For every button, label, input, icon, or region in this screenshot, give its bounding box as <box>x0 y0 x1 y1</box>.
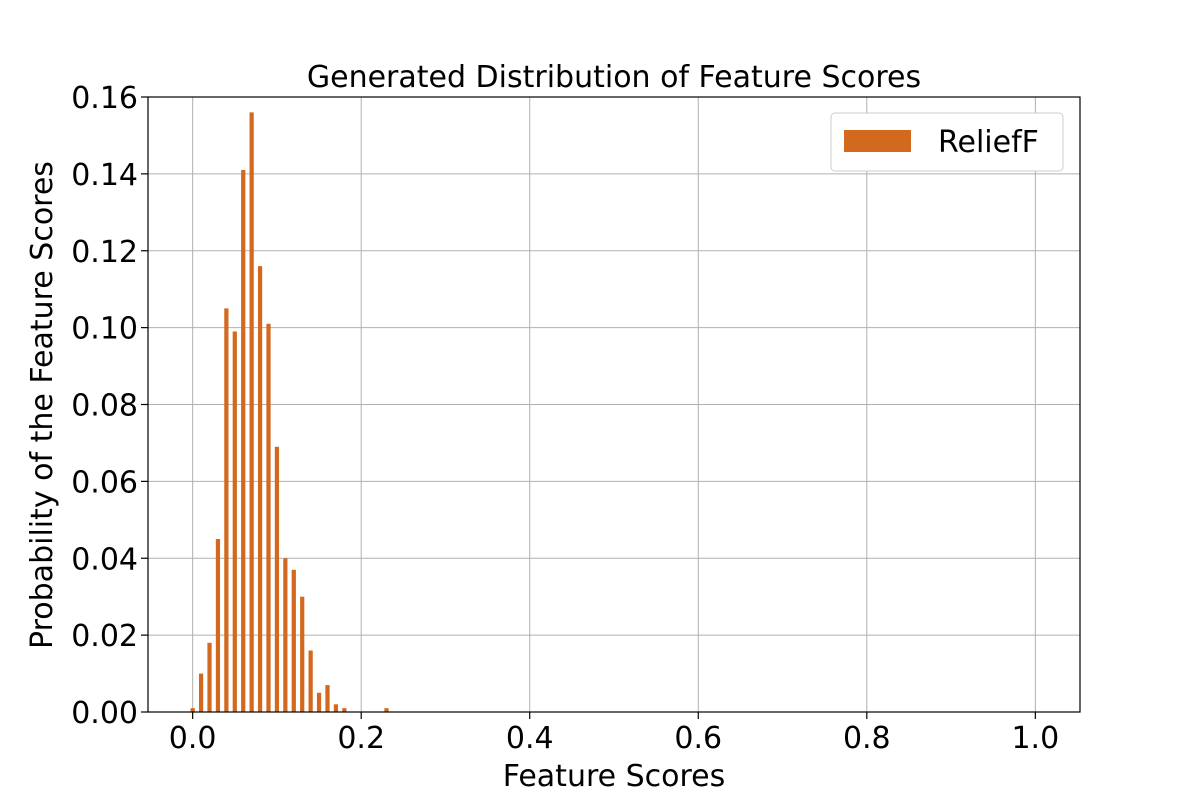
y-tick-label: 0.06 <box>71 465 138 500</box>
bar <box>308 650 313 712</box>
bar <box>207 642 212 712</box>
y-axis-ticks: 0.00 0.02 0.04 0.06 0.08 0.10 0.12 0.14 0.16 <box>71 81 148 731</box>
x-tick-label: 0.8 <box>843 721 891 756</box>
bar <box>249 112 254 712</box>
bar <box>274 446 280 712</box>
bars <box>190 112 389 712</box>
bar <box>224 308 229 712</box>
y-tick-label: 0.04 <box>71 542 138 577</box>
bar <box>325 685 330 712</box>
x-tick-label: 0.6 <box>674 721 722 756</box>
bar <box>215 539 221 712</box>
x-axis-label: Feature Scores <box>503 759 726 794</box>
y-tick-label: 0.12 <box>71 235 138 270</box>
grid-lines <box>148 96 1080 713</box>
y-tick-label: 0.16 <box>71 81 138 116</box>
x-tick-label: 0.2 <box>337 721 385 756</box>
legend-label-relieff: ReliefF <box>938 125 1039 160</box>
bar <box>266 323 271 712</box>
y-tick-label: 0.14 <box>71 158 138 193</box>
x-tick-label: 1.0 <box>1011 721 1059 756</box>
legend-frame <box>830 112 1064 172</box>
bar <box>316 692 322 712</box>
bar <box>384 708 389 712</box>
bar <box>241 170 246 712</box>
bar <box>342 708 347 712</box>
y-tick-label: 0.00 <box>71 696 138 731</box>
legend-swatch-relieff <box>844 130 911 152</box>
bar <box>232 331 237 712</box>
bar <box>333 704 339 712</box>
y-tick-label: 0.10 <box>71 312 138 347</box>
legend: ReliefF <box>830 112 1064 172</box>
y-tick-label: 0.02 <box>71 619 138 654</box>
chart-title: Generated Distribution of Feature Scores <box>307 60 921 95</box>
bar <box>257 266 263 712</box>
y-tick-label: 0.08 <box>71 389 138 424</box>
bar <box>198 673 204 712</box>
bar <box>300 596 305 712</box>
x-tick-label: 0.4 <box>506 721 554 756</box>
bar <box>291 569 296 712</box>
y-axis-label: Probability of the Feature Scores <box>25 161 60 649</box>
bar <box>190 708 195 712</box>
x-tick-label: 0.0 <box>169 721 217 756</box>
bar <box>283 558 288 712</box>
x-axis-ticks: 0.0 0.2 0.4 0.6 0.8 1.0 <box>169 712 1059 756</box>
